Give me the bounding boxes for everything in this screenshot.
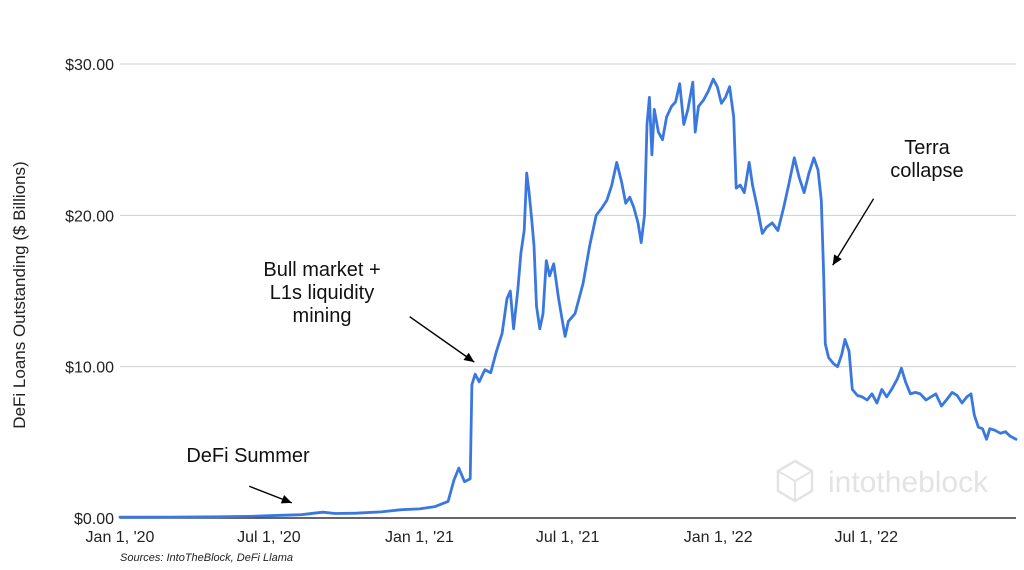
x-tick-label: Jan 1, '22 bbox=[684, 529, 753, 546]
annotation-text: L1s liquidity bbox=[270, 282, 375, 304]
source-note: Sources: IntoTheBlock, DeFi Llama bbox=[120, 552, 293, 564]
watermark-text: intotheblock bbox=[828, 466, 989, 499]
x-tick-label: Jul 1, '21 bbox=[536, 529, 600, 546]
x-tick-label: Jan 1, '21 bbox=[385, 529, 454, 546]
x-tick-labels: Jan 1, '20 Jul 1, '20 Jan 1, '21 Jul 1, '21… bbox=[86, 529, 899, 546]
intotheblock-logo-icon bbox=[776, 459, 814, 503]
annotation-text: Bull market + bbox=[263, 259, 380, 281]
y-axis-title: DeFi Loans Outstanding ($ Billions) bbox=[10, 161, 29, 428]
annotation-text: mining bbox=[293, 305, 352, 327]
y-tick-label: $0.00 bbox=[74, 511, 114, 528]
annotation-arrowhead bbox=[463, 352, 475, 363]
annotation-arrowhead bbox=[280, 495, 292, 504]
annotation-text: Terra bbox=[904, 137, 950, 159]
x-tick-label: Jan 1, '20 bbox=[86, 529, 155, 546]
series-line-defi-loans bbox=[118, 77, 1018, 519]
annotations: DeFi Summer Bull market +L1s liquiditymin… bbox=[186, 137, 964, 504]
y-tick-label: $20.00 bbox=[65, 208, 114, 225]
annotation-text: DeFi Summer bbox=[186, 445, 310, 467]
annotation-arrow bbox=[409, 316, 475, 363]
y-tick-labels: $0.00 $10.00 $20.00 $30.00 bbox=[65, 57, 114, 528]
x-tick-label: Jul 1, '20 bbox=[237, 529, 301, 546]
y-tick-label: $10.00 bbox=[65, 360, 114, 377]
y-tick-label: $30.00 bbox=[65, 57, 114, 74]
gridlines bbox=[120, 63, 1016, 368]
x-tick-label: Jul 1, '22 bbox=[834, 529, 898, 546]
annotation-text: collapse bbox=[890, 160, 963, 182]
annotation-arrowhead bbox=[832, 254, 842, 266]
watermark: intotheblock bbox=[776, 459, 989, 503]
annotation-arrow bbox=[832, 198, 875, 266]
